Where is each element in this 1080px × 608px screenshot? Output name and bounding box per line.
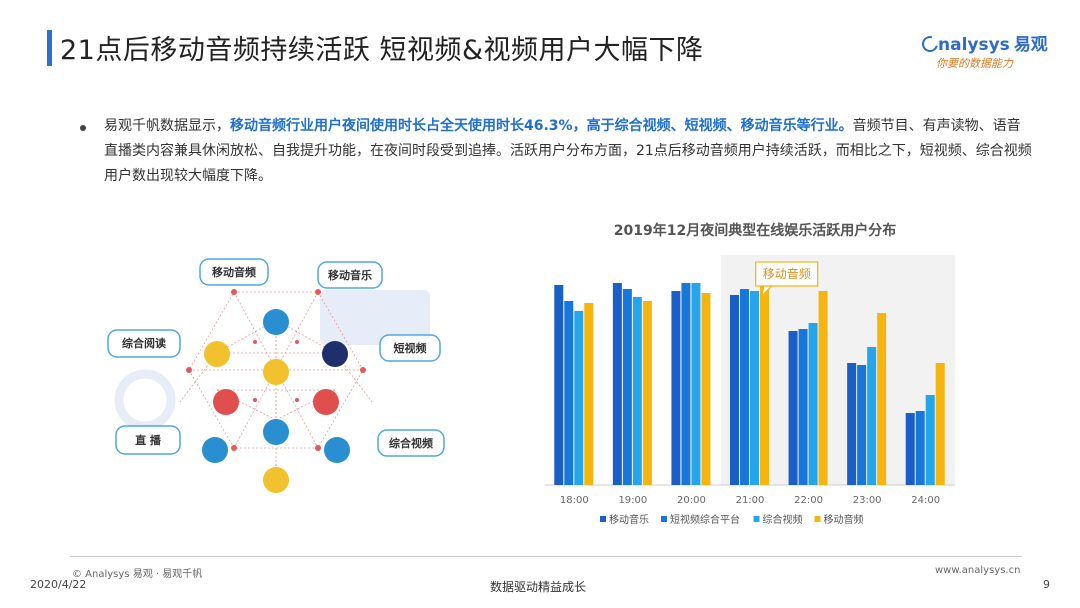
annotation-box — [755, 261, 819, 287]
bar — [808, 323, 818, 485]
page-title: 21点后移动音频持续活跃 短视频&视频用户大幅下降 — [60, 35, 704, 66]
legend-label: 综合视频 — [763, 513, 803, 526]
report-date: 2020/4/22 — [30, 578, 87, 591]
bar — [642, 301, 652, 485]
x-tick-label: 24:00 — [911, 495, 940, 506]
bar — [554, 285, 564, 485]
legend-swatch — [753, 516, 760, 522]
avatar — [204, 341, 230, 367]
bar — [877, 313, 887, 485]
bubble-labels: 移动音频 移动音乐 综合阅读 短视频 直 播 综合视频 — [122, 265, 433, 450]
website-url: www.analysys.cn — [935, 565, 1021, 576]
avatar — [263, 467, 289, 493]
bar — [798, 329, 808, 485]
avatar — [313, 389, 339, 415]
page-number: 9 — [1043, 578, 1050, 591]
bubble-label: 直 播 — [135, 433, 162, 447]
footer-slogan: 数据驱动精益成长 — [490, 580, 587, 594]
legend-label: 移动音乐 — [609, 513, 649, 526]
x-tick-label: 20:00 — [677, 495, 706, 506]
annotation-pointer — [760, 285, 774, 298]
speech-bubbles — [107, 258, 445, 457]
bar — [750, 291, 759, 485]
summary-paragraph: 易观千帆数据显示，移动音频行业用户夜间使用时长占全天使用时长46.3%，高于综合… — [104, 114, 1034, 189]
bubble-label: 综合阅读 — [122, 336, 166, 350]
user-avatars — [202, 309, 350, 493]
para-highlight: 移动音频行业用户夜间使用时长占全天使用时长46.3%，高于综合视频、短视频、移动… — [230, 118, 853, 134]
footer-divider — [70, 556, 1022, 557]
logo-text: nalysys — [938, 35, 1010, 55]
bar — [935, 363, 945, 485]
avatar — [263, 309, 289, 335]
legend-swatch — [661, 516, 667, 522]
annotation-label: 移动音频 — [763, 266, 811, 281]
x-tick-label: 18:00 — [560, 495, 589, 506]
legend-swatch — [814, 516, 821, 522]
title-accent-bar — [47, 30, 52, 66]
avatar — [263, 359, 289, 385]
bar — [760, 281, 769, 485]
bar — [905, 413, 915, 485]
bar — [612, 283, 622, 485]
bar — [788, 331, 798, 485]
brand-logo: nalysys 易观 你要的数据能力 — [919, 30, 1062, 71]
logo-brand-cn: 易观 — [1013, 35, 1048, 55]
bar — [867, 347, 877, 485]
bar — [740, 289, 749, 485]
bar — [925, 395, 935, 485]
bar — [584, 303, 594, 485]
bar — [915, 411, 925, 485]
bar — [671, 291, 681, 485]
avatar — [202, 437, 228, 463]
bubble-label: 移动音乐 — [328, 268, 372, 282]
x-tick-label: 19:00 — [618, 495, 647, 506]
logo-wordmark: nalysys 易观 — [919, 30, 1062, 55]
bubble-label: 综合视频 — [389, 436, 433, 450]
para-rest: 音频节目、有声读物、语音直播类内容兼具休闲放松、自我提升功能，在夜间时段受到追捧… — [104, 118, 1032, 184]
legend-label: 移动音频 — [824, 513, 864, 526]
bar — [564, 301, 574, 485]
x-tick-label: 22:00 — [794, 495, 823, 506]
bar — [632, 297, 642, 485]
bullet-dot — [80, 125, 86, 131]
bar — [691, 283, 701, 485]
legend-label: 短视频综合平台 — [670, 513, 740, 526]
avatar — [263, 419, 289, 445]
x-tick-label: 23:00 — [853, 495, 882, 506]
avatar — [322, 341, 348, 367]
bar — [730, 295, 739, 485]
bar — [818, 291, 828, 485]
bubble-label: 短视频 — [394, 341, 427, 355]
legend-swatch — [600, 516, 606, 522]
bar — [847, 363, 857, 485]
bar — [622, 289, 632, 485]
entertainment-network-diagram: 移动音频 移动音乐 综合阅读 短视频 直 播 综合视频 — [107, 258, 445, 493]
copyright-text: © Analysys 易观 · 易观千帆 — [72, 569, 203, 580]
chart-title: 2019年12月夜间典型在线娱乐活跃用户分布 — [613, 223, 897, 239]
bar — [857, 365, 867, 485]
logo-tagline: 你要的数据能力 — [936, 57, 1013, 70]
bar — [681, 283, 691, 485]
bar — [701, 293, 711, 485]
avatar — [324, 437, 350, 463]
x-tick-label: 21:00 — [736, 495, 765, 506]
bar — [574, 311, 584, 485]
para-lead: 易观千帆数据显示， — [104, 118, 230, 134]
avatar — [213, 389, 239, 415]
active-users-bar-chart: 18:00 19:00 20:00 21:00 22:00 23:00 24:00移动音频移… — [545, 255, 955, 526]
bubble-label: 移动音频 — [212, 265, 256, 279]
